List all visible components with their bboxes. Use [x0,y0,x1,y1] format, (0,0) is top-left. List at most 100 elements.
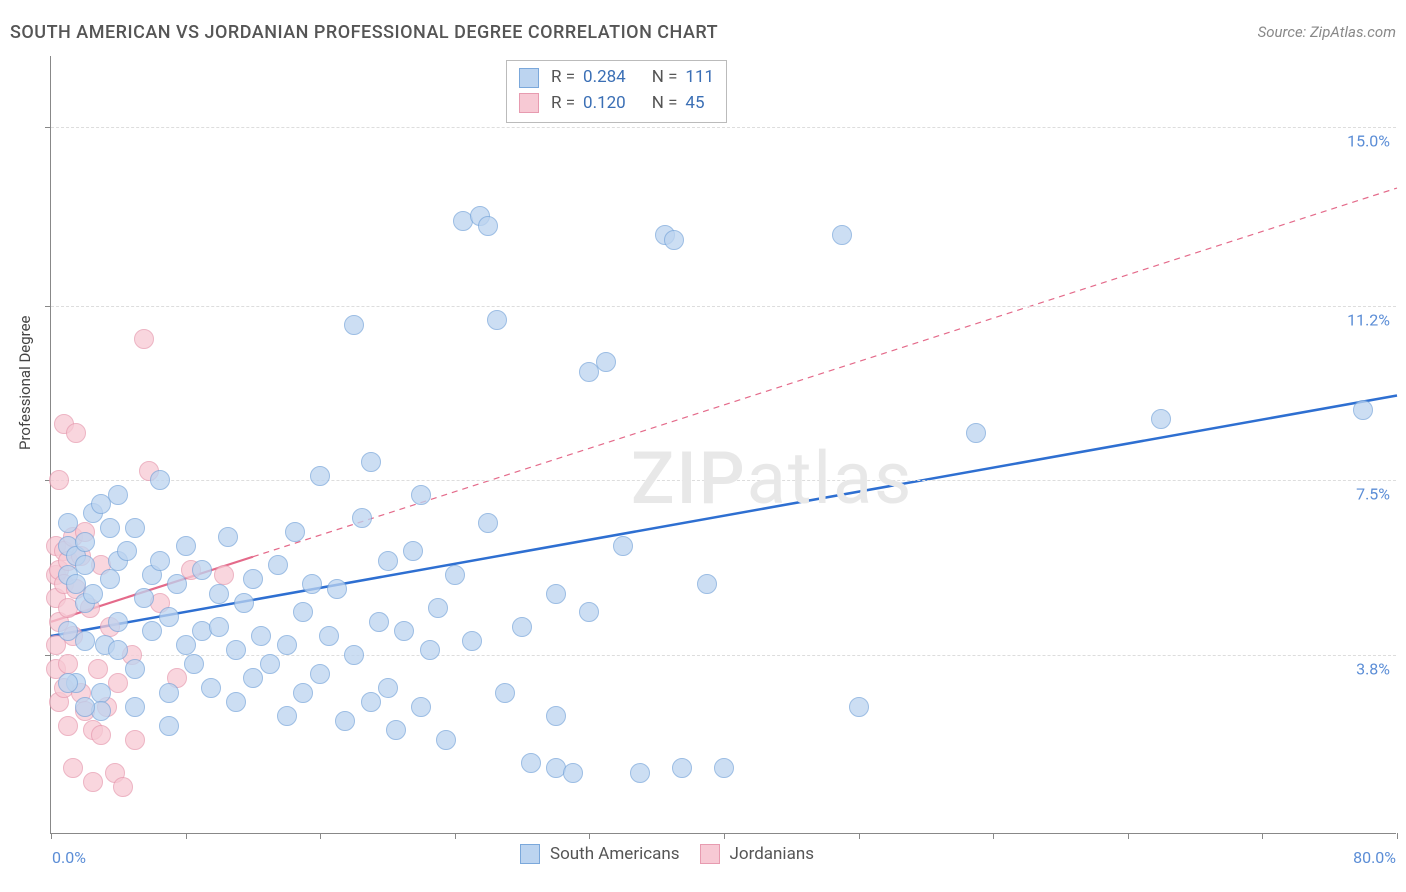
data-point [546,584,566,604]
stats-row-b: R = 0.120 N = 45 [519,91,714,117]
data-point [832,225,852,245]
data-point [108,612,128,632]
data-point [462,631,482,651]
data-point [63,758,83,778]
data-point [125,518,145,538]
data-point [159,607,179,627]
y-tick-label: 3.8% [1356,659,1390,678]
data-point [697,574,717,594]
data-point [672,758,692,778]
data-point [192,560,212,580]
data-point [176,635,196,655]
data-point [113,777,133,797]
data-point [108,485,128,505]
data-point [277,706,297,726]
data-point [66,423,86,443]
data-point [613,536,633,556]
data-point [277,635,297,655]
data-point [285,522,305,542]
data-point [214,565,234,585]
data-point [117,541,137,561]
data-point [75,631,95,651]
data-point [184,654,204,674]
data-point [394,621,414,641]
data-point [83,772,103,792]
data-point [630,763,650,783]
data-point [714,758,734,778]
data-point [243,569,263,589]
data-point [403,541,423,561]
data-point [1353,400,1373,420]
stats-legend: R = 0.284 N = 111 R = 0.120 N = 45 [506,60,727,123]
data-point [58,654,78,674]
data-point [49,470,69,490]
x-axis-min-label: 0.0% [52,848,86,867]
data-point [260,654,280,674]
data-point [226,692,246,712]
data-point [495,683,515,703]
y-tick-label: 11.2% [1347,310,1390,329]
swatch-series-a [519,68,539,88]
data-point [91,725,111,745]
data-point [369,612,389,632]
data-point [75,697,95,717]
data-point [167,574,187,594]
swatch-series-b [519,93,539,113]
data-point [58,513,78,533]
data-point [310,466,330,486]
data-point [302,574,322,594]
data-point [150,551,170,571]
data-point [344,645,364,665]
data-point [521,753,541,773]
x-axis-max-label: 80.0% [1353,848,1396,867]
data-point [436,730,456,750]
data-point [378,551,398,571]
data-point [420,640,440,660]
data-point [512,617,532,637]
swatch-series-b-icon [700,844,720,864]
data-point [83,584,103,604]
data-point [445,565,465,585]
data-point [125,697,145,717]
source-label: Source: ZipAtlas.com [1258,23,1396,41]
data-point [487,310,507,330]
data-point [100,569,120,589]
data-point [849,697,869,717]
data-point [58,673,78,693]
y-axis-title: Professional Degree [16,315,34,450]
data-point [134,588,154,608]
y-tick-label: 7.5% [1356,485,1390,504]
data-point [201,678,221,698]
data-point [91,683,111,703]
chart-plot-area: 3.8%7.5%11.2%15.0% ZIPatlas [50,56,1396,834]
data-point [352,508,372,528]
header: SOUTH AMERICAN VS JORDANIAN PROFESSIONAL… [10,18,1396,46]
data-point [664,230,684,250]
data-point [293,602,313,622]
data-point [344,315,364,335]
data-point [159,683,179,703]
data-point [310,664,330,684]
trend-lines [51,56,1397,834]
data-point [478,216,498,236]
data-point [478,513,498,533]
data-point [75,532,95,552]
data-point [142,621,162,641]
legend-item-b: Jordanians [700,844,814,864]
data-point [411,697,431,717]
data-point [319,626,339,646]
data-point [428,598,448,618]
swatch-series-a-icon [520,844,540,864]
data-point [251,626,271,646]
data-point [579,602,599,622]
data-point [176,536,196,556]
data-point [335,711,355,731]
data-point [378,678,398,698]
data-point [150,470,170,490]
data-point [159,716,179,736]
chart-title: SOUTH AMERICAN VS JORDANIAN PROFESSIONAL… [10,22,718,43]
data-point [88,659,108,679]
data-point [386,720,406,740]
data-point [209,584,229,604]
data-point [546,706,566,726]
